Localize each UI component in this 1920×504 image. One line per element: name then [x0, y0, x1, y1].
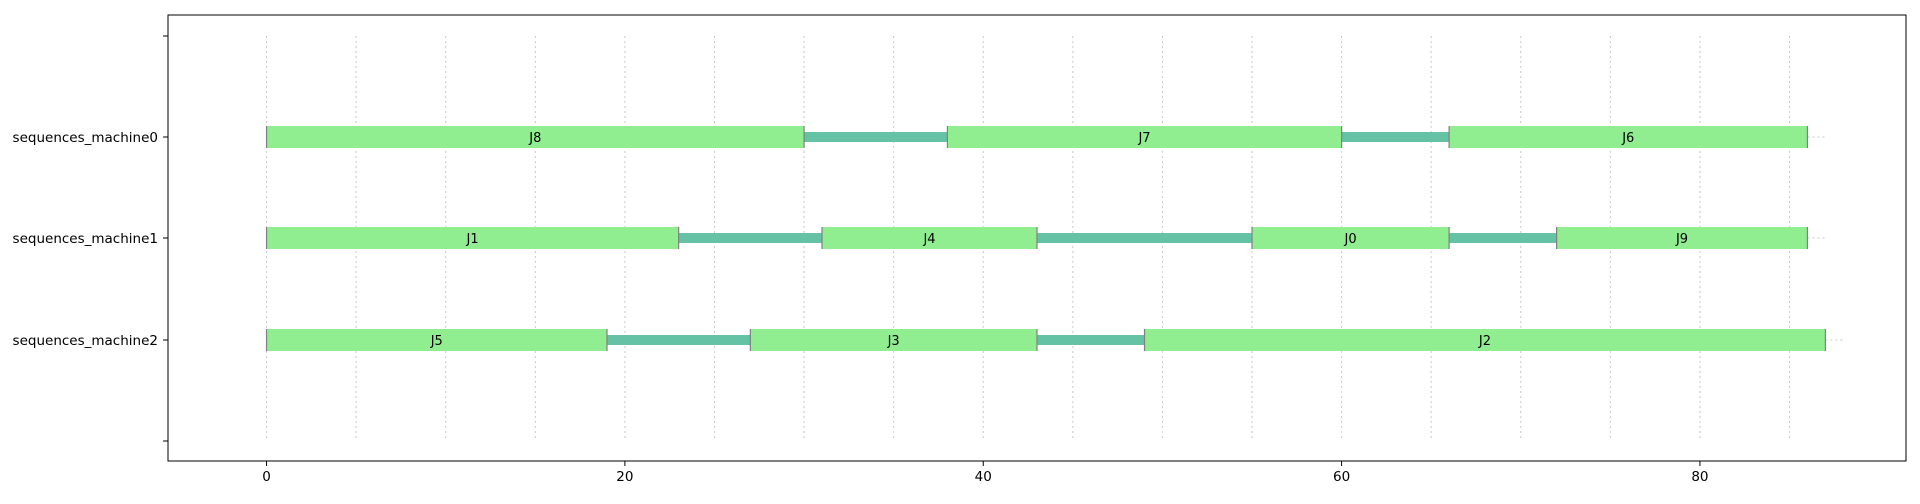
task-bar	[750, 329, 1037, 351]
task-label: J2	[1478, 334, 1491, 349]
plot-frame	[167, 14, 1907, 462]
task-bar	[947, 126, 1342, 148]
task-label: J4	[922, 232, 935, 247]
gap-bar	[1037, 335, 1145, 345]
task-label: J7	[1137, 131, 1150, 146]
x-tick-label: 60	[1333, 469, 1350, 485]
y-tick-label: sequences_machine1	[13, 231, 158, 247]
gap-bar	[1449, 233, 1557, 243]
task-label: J1	[466, 232, 479, 247]
axis-layer: sequences_machine0 sequences_machine1sequ…	[13, 14, 1907, 485]
grid-layer	[266, 36, 1844, 441]
x-tick-label: 40	[975, 469, 992, 485]
task-bar	[1144, 329, 1826, 351]
task-label: J5	[430, 334, 443, 349]
task-bar	[821, 227, 1037, 249]
task-bar	[1449, 126, 1808, 148]
task-label: J9	[1675, 232, 1688, 247]
gap-bar	[678, 233, 822, 243]
x-tick-label: 80	[1691, 469, 1708, 485]
task-bar	[1252, 227, 1450, 249]
task-label: J3	[887, 334, 900, 349]
gap-bar	[804, 132, 948, 142]
task-bar	[266, 227, 679, 249]
task-bar	[266, 329, 607, 351]
task-label: J6	[1621, 131, 1634, 146]
task-bar	[1556, 227, 1808, 249]
gap-bar	[606, 335, 751, 345]
y-tick-label: sequences_machine2	[13, 333, 158, 349]
gap-bar	[1341, 132, 1450, 142]
x-tick-label: 0	[262, 469, 271, 485]
y-tick-label: sequences_machine0	[13, 130, 158, 146]
task-layer: J8 J7 J6 J1 J4 J0 J9 J5 J3 J2	[265, 126, 1826, 351]
gap-layer	[606, 132, 1557, 345]
task-label: J0	[1344, 232, 1357, 247]
task-bar	[266, 126, 805, 148]
x-tick-label: 20	[616, 469, 633, 485]
gap-bar	[1037, 233, 1253, 243]
task-label: J8	[528, 131, 541, 146]
